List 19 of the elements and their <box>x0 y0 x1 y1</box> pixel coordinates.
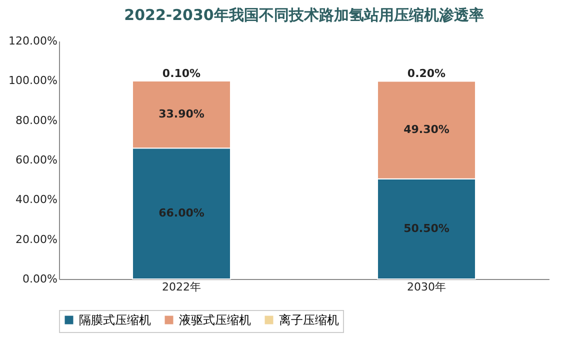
y-tick-label: 60.00% <box>16 154 58 166</box>
data-label: 50.50% <box>404 222 450 235</box>
y-tick-label: 20.00% <box>16 232 58 246</box>
data-label: 0.10% <box>162 66 201 80</box>
x-tick-label: 2030年 <box>407 280 446 294</box>
data-label: 49.30% <box>404 122 450 136</box>
y-tick-label: 80.00% <box>16 114 58 127</box>
data-label: 0.20% <box>407 66 446 80</box>
legend-label: 隔膜式压缩机 <box>79 313 151 327</box>
legend-label: 离子压缩机 <box>279 313 339 327</box>
chart-title: 2022-2030年我国不同技术路加氢站用压缩机渗透率 <box>124 6 484 24</box>
data-label: 66.00% <box>158 206 204 220</box>
y-tick-label: 0.00% <box>22 272 58 286</box>
legend-label: 液驱式压缩机 <box>179 313 251 327</box>
data-label: 33.90% <box>158 107 204 120</box>
y-tick-label: 40.00% <box>16 193 58 206</box>
x-tick-label: 2022年 <box>162 280 201 294</box>
y-tick-label: 120.00% <box>8 34 58 48</box>
y-tick-label: 100.00% <box>8 74 58 88</box>
